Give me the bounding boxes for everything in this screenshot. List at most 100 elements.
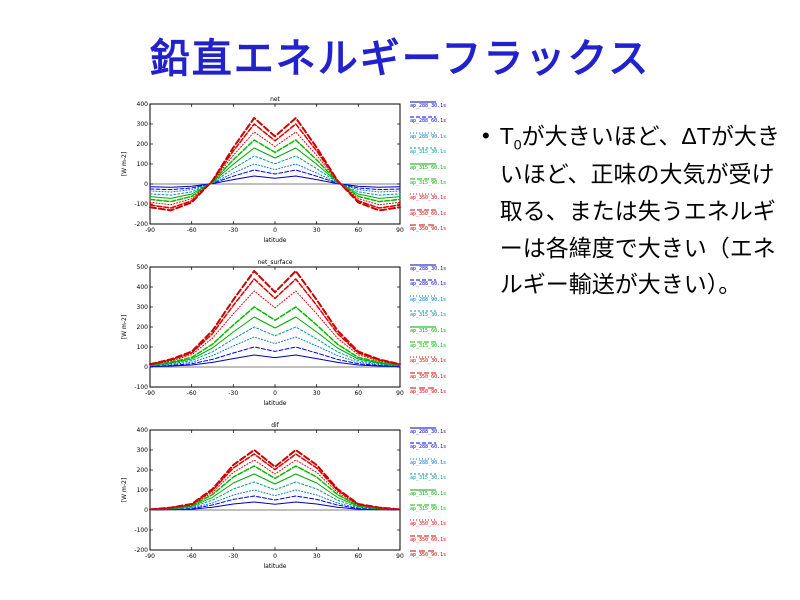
legend-line-sample [410,550,436,552]
legend-label: ap_288_90.1s [410,133,447,140]
svg-text:[W m-2]: [W m-2] [121,152,128,176]
svg-text:200: 200 [137,141,149,148]
svg-text:-30: -30 [228,227,238,234]
svg-text:-90: -90 [145,227,155,234]
charts-column: net -90 -60 -30 0 30 60 90 -200 -100 0 100 200 300 400… [118,92,468,581]
chart-block-net: net -90 -60 -30 0 30 60 90 -200 -100 0 100 200 300 400… [118,92,468,249]
legend-line-sample [410,473,436,475]
svg-text:300: 300 [137,447,149,454]
legend-label: ap_288_60.1s [410,444,447,451]
svg-text:-200: -200 [134,221,148,228]
legend-line-sample [410,442,436,444]
legend-label: ap_350_30.1s [410,195,447,202]
legend-label: ap_315_90.1s [410,505,447,512]
legend-entry: ap_350_90.1s [410,223,468,232]
svg-text:60: 60 [354,390,362,397]
svg-text:0: 0 [144,181,148,188]
svg-text:[W m-2]: [W m-2] [121,315,128,339]
legend-label: ap_288_60.1s [410,118,447,125]
legend-entry: ap_288_90.1s [410,457,468,466]
legend-entry: ap_315_30.1s [410,309,468,318]
svg-text:-90: -90 [145,553,155,560]
svg-text:-100: -100 [134,527,148,534]
svg-text:60: 60 [354,553,362,560]
svg-text:0: 0 [144,364,148,371]
svg-text:-30: -30 [228,553,238,560]
legend-label: ap_315_60.1s [410,490,447,497]
legend-entry: ap_350_60.1s [410,371,468,380]
svg-text:-90: -90 [145,390,155,397]
legend-entry: ap_315_30.1s [410,146,468,155]
svg-text:100: 100 [137,344,149,351]
svg-text:60: 60 [354,227,362,234]
legend-entry: ap_315_60.1s [410,162,468,171]
legend-label: ap_350_90.1s [410,389,447,395]
legend-label: ap_288_30.1s [410,429,447,435]
slide-content: net -90 -60 -30 0 30 60 90 -200 -100 0 100 200 300 400… [0,92,800,581]
legend-label: ap_350_60.1s [410,536,447,543]
legend-label: ap_315_30.1s [410,475,447,482]
legend-entry: ap_350_30.1s [410,192,468,201]
legend-entry: ap_288_30.1s [410,263,468,272]
legend-entry: ap_350_90.1s [410,386,468,395]
svg-text:30: 30 [313,390,321,397]
chart-net-surface-plot: net_surface -90 -60 -30 0 30 60 90 -100 0 100 200 30… [118,255,406,412]
svg-text:-60: -60 [187,553,197,560]
legend-line-sample [410,341,436,343]
legend-line-sample [410,279,436,281]
svg-text:30: 30 [313,227,321,234]
chart-net-surface-legend: ap_288_30.1s ap_288_60.1s ap_288_90.1s ap_3… [410,263,468,395]
legend-label: ap_350_90.1s [410,552,447,558]
svg-text:100: 100 [137,161,149,168]
legend-line-sample [410,264,436,266]
svg-text:200: 200 [137,324,149,331]
legend-label: ap_288_60.1s [410,281,447,288]
bullet-t-subscript: 0 [513,136,522,153]
legend-line-sample [410,101,436,103]
legend-label: ap_350_30.1s [410,358,447,365]
svg-text:0: 0 [273,390,277,397]
legend-entry: ap_315_90.1s [410,503,468,512]
svg-text:-100: -100 [134,201,148,208]
svg-text:500: 500 [137,264,149,271]
svg-text:300: 300 [137,121,149,128]
legend-line-sample [410,326,436,327]
legend-entry: ap_315_90.1s [410,340,468,349]
svg-text:-100: -100 [134,384,148,391]
legend-line-sample [410,178,436,180]
bullet-body-text: が大きいほど、ΔTが大きいほど、正味の大気が受け取る、または失うエネルギーは各緯… [499,123,780,298]
legend-label: ap_288_90.1s [410,296,447,303]
svg-text:90: 90 [396,227,404,234]
legend-entry: ap_350_90.1s [410,549,468,558]
legend-entry: ap_288_60.1s [410,278,468,287]
legend-label: ap_350_90.1s [410,226,447,232]
legend-entry: ap_315_60.1s [410,488,468,497]
svg-text:[W m-2]: [W m-2] [121,478,128,502]
legend-label: ap_315_30.1s [410,312,447,319]
legend-entry: ap_350_30.1s [410,355,468,364]
legend-entry: ap_315_60.1s [410,325,468,334]
legend-line-sample [410,116,436,118]
svg-text:latitude: latitude [263,237,286,244]
legend-entry: ap_288_60.1s [410,115,468,124]
legend-line-sample [410,489,436,490]
svg-text:400: 400 [137,101,149,108]
legend-line-sample [410,132,436,134]
legend-label: ap_315_30.1s [410,149,447,156]
svg-text:200: 200 [137,467,149,474]
legend-label: ap_288_30.1s [410,103,447,109]
legend-line-sample [410,310,436,312]
svg-text:90: 90 [396,390,404,397]
legend-label: ap_288_30.1s [410,266,447,272]
legend-label: ap_350_60.1s [410,210,447,217]
presentation-slide: 鉛直エネルギーフラックス net -90 -60 -30 0 30 60 90 -200 -100… [0,26,800,600]
svg-text:net: net [270,96,280,103]
svg-text:net_surface: net_surface [257,259,292,266]
legend-entry: ap_288_30.1s [410,426,468,435]
text-column: • T0が大きいほど、ΔTが大きいほど、正味の大気が受け取る、または失うエネルギ… [482,92,782,581]
chart-dif-plot: dif -90 -60 -30 0 30 60 90 -200 -100 0 100 200 300 400… [118,418,406,575]
legend-entry: ap_288_60.1s [410,441,468,450]
legend-entry: ap_288_90.1s [410,294,468,303]
legend-label: ap_288_90.1s [410,459,447,466]
legend-entry: ap_350_60.1s [410,208,468,217]
